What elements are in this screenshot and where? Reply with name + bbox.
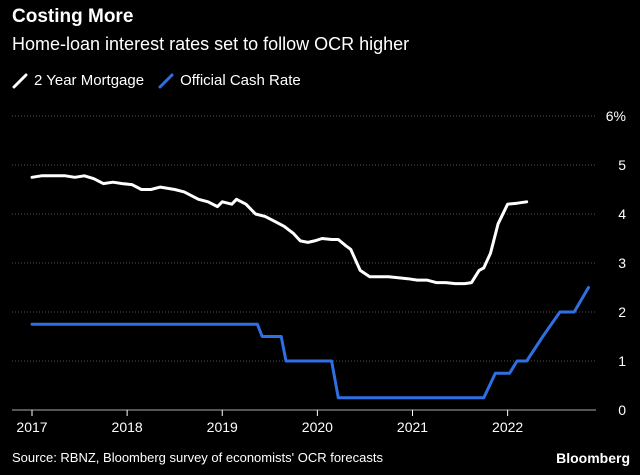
source-note: Source: RBNZ, Bloomberg survey of econom… — [12, 450, 383, 465]
bloomberg-logo: Bloomberg — [556, 450, 630, 466]
y-tick-label: 1 — [618, 353, 626, 369]
chart-title: Costing More — [12, 6, 134, 27]
y-tick-label: 0 — [618, 402, 626, 418]
series — [30, 174, 590, 400]
chart-legend: 2 Year Mortgage Official Cash Rate — [12, 72, 315, 89]
series-line-2-year-mortgage — [30, 174, 529, 286]
legend-item-mortgage: 2 Year Mortgage — [12, 72, 144, 89]
legend-swatch-ocr — [158, 73, 174, 88]
y-tick-label: 2 — [618, 304, 626, 320]
chart-subtitle: Home-loan interest rates set to follow O… — [12, 34, 410, 54]
x-tick-label: 2022 — [492, 419, 523, 435]
legend-label-ocr: Official Cash Rate — [180, 72, 301, 89]
y-tick-label: 6% — [606, 108, 626, 124]
y-tick-label: 5 — [618, 157, 626, 173]
x-tick-label: 2020 — [302, 419, 333, 435]
x-tick-label: 2018 — [112, 419, 143, 435]
gridlines — [12, 115, 596, 411]
x-tick-label: 2021 — [397, 419, 428, 435]
x-tick-label: 2019 — [207, 419, 238, 435]
y-tick-label: 3 — [618, 255, 626, 271]
x-tick-label: 2017 — [16, 419, 47, 435]
legend-swatch-mortgage — [12, 73, 28, 88]
series-line-official-cash-rate — [30, 286, 590, 400]
axes: 0 1 2 3 4 5 6% 2017 2018 2019 2020 2021 2022 — [12, 108, 626, 435]
legend-label-mortgage: 2 Year Mortgage — [34, 72, 145, 89]
legend-item-ocr: Official Cash Rate — [158, 72, 301, 89]
y-tick-label: 4 — [618, 206, 626, 222]
